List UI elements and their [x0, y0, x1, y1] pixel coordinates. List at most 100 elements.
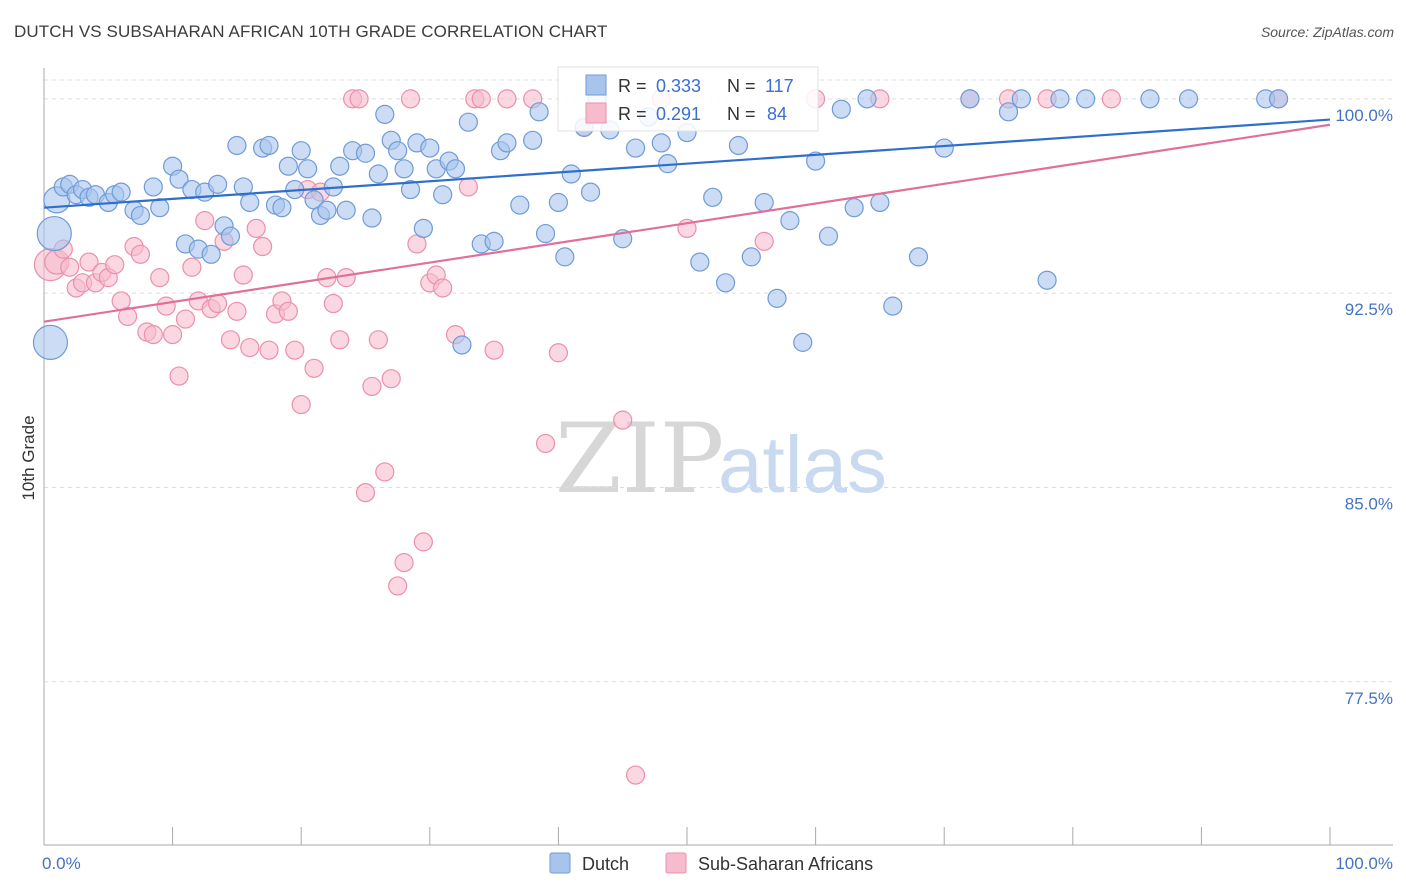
gridlines [44, 79, 1393, 683]
y-tick-label: 85.0% [1345, 494, 1393, 513]
point-dutch [1178, 89, 1199, 109]
point-dutch [298, 159, 318, 179]
chart-title: DUTCH VS SUBSAHARAN AFRICAN 10TH GRADE C… [14, 22, 608, 41]
point-ssa [349, 89, 369, 109]
point-ssa [613, 410, 633, 430]
point-dutch [857, 89, 877, 109]
point-ssa [208, 293, 228, 314]
point-dutch [998, 102, 1019, 122]
point-dutch [651, 133, 671, 153]
legend-n-label-ssa: N = [727, 104, 756, 124]
point-ssa [240, 337, 260, 358]
legend-r-label-ssa: R = [618, 104, 647, 124]
point-ssa [227, 301, 247, 321]
legend-n-value-dutch: 117 [765, 76, 794, 96]
point-dutch [715, 273, 736, 293]
point-dutch [870, 192, 890, 213]
point-dutch [484, 231, 504, 251]
point-dutch [523, 130, 543, 150]
legend-n-label-dutch: N = [727, 76, 756, 96]
point-dutch [330, 156, 350, 176]
point-dutch [844, 198, 864, 218]
point-ssa [253, 236, 273, 257]
point-ssa [362, 376, 382, 397]
point-ssa [330, 330, 350, 350]
point-ssa [1101, 89, 1121, 109]
point-ssa [625, 765, 646, 785]
point-dutch [336, 200, 356, 220]
point-ssa [433, 278, 453, 298]
series-legend-swatch-ssa [665, 852, 687, 874]
point-dutch [272, 198, 292, 218]
point-dutch [529, 102, 549, 122]
point-dutch [375, 104, 395, 125]
point-dutch [150, 198, 170, 218]
point-ssa [117, 306, 138, 327]
watermark-atlas: atlas [718, 420, 887, 509]
point-dutch [625, 138, 646, 158]
point-ssa [497, 89, 517, 109]
point-dutch [728, 135, 749, 156]
point-ssa [195, 211, 215, 231]
trend-line-ssa [43, 123, 1331, 323]
point-dutch [433, 185, 453, 205]
series-legend-label-dutch: Dutch [582, 854, 629, 874]
point-dutch [388, 141, 408, 161]
point-ssa [169, 366, 189, 386]
series-legend: Dutch Sub-Saharan Africans [549, 852, 873, 874]
point-dutch [445, 159, 466, 179]
point-dutch [497, 133, 517, 153]
legend-n-value-ssa: 84 [767, 104, 787, 124]
point-ssa [323, 293, 343, 314]
point-dutch [208, 174, 228, 194]
point-dutch [793, 332, 813, 352]
point-dutch [111, 182, 131, 202]
point-ssa [182, 257, 202, 277]
series-legend-swatch-dutch [549, 852, 571, 874]
point-ssa [291, 394, 311, 415]
x-tick-label-max: 100.0% [1335, 854, 1393, 873]
point-dutch [317, 200, 337, 220]
point-ssa [163, 325, 183, 345]
point-dutch [780, 211, 800, 231]
point-dutch [1268, 89, 1289, 109]
point-dutch [240, 192, 260, 213]
point-ssa [130, 244, 151, 264]
point-ssa [246, 218, 266, 238]
point-ssa [355, 483, 376, 503]
point-dutch [278, 156, 298, 176]
point-dutch [548, 192, 569, 213]
point-ssa [336, 268, 356, 288]
point-dutch [510, 195, 530, 215]
point-dutch [1050, 89, 1070, 109]
point-ssa [484, 340, 504, 360]
point-dutch [227, 135, 247, 156]
point-ssa [304, 358, 324, 378]
point-ssa [471, 89, 491, 109]
point-dutch [754, 192, 774, 213]
point-dutch [690, 252, 710, 272]
legend-r-value-dutch: 0.333 [656, 76, 701, 96]
point-dutch [741, 247, 761, 267]
series-legend-label-ssa: Sub-Saharan Africans [698, 854, 873, 874]
y-tick-label: 92.5% [1345, 300, 1393, 319]
point-ssa [143, 325, 163, 345]
stats-legend: R = 0.333 N = 117 R = 0.291 N = 84 [557, 66, 819, 132]
point-dutch [220, 226, 241, 246]
point-ssa [233, 265, 253, 285]
point-dutch [368, 164, 388, 184]
point-ssa [259, 340, 279, 360]
legend-r-value-ssa: 0.291 [656, 104, 701, 124]
point-ssa [535, 433, 556, 454]
point-dutch [703, 187, 723, 207]
point-dutch [561, 164, 581, 184]
point-dutch [934, 138, 954, 158]
data-points [32, 89, 1289, 785]
point-dutch [535, 223, 556, 244]
point-ssa [156, 296, 176, 316]
point-dutch [555, 247, 575, 267]
point-dutch [259, 135, 279, 156]
chart-source: Source: ZipAtlas.com [1260, 24, 1394, 40]
point-dutch [960, 89, 980, 109]
